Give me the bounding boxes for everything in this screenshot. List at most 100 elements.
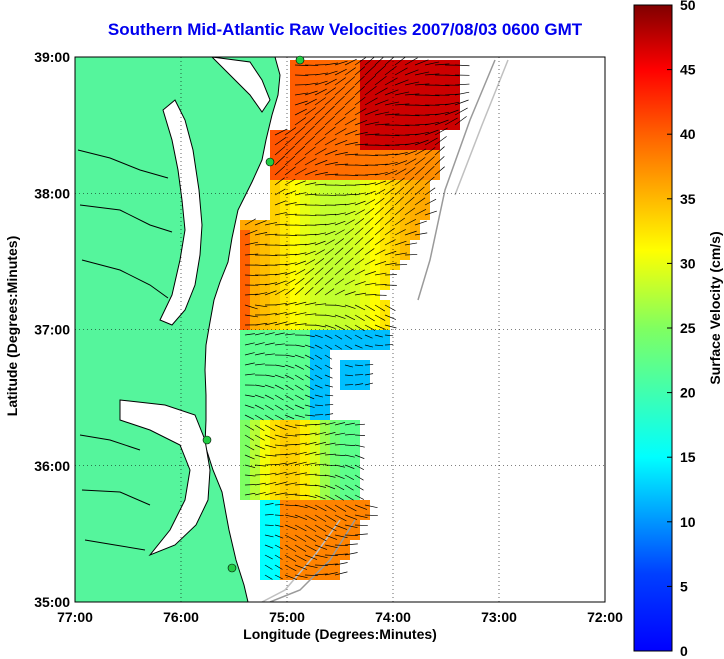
velocity-arrow <box>274 514 284 516</box>
velocity-arrow <box>344 464 355 469</box>
velocity-arrow <box>314 80 328 86</box>
velocity-arrow <box>434 127 448 136</box>
velocity-arrow <box>294 252 307 256</box>
velocity-arrow <box>384 113 400 116</box>
velocity-arrow <box>284 574 298 580</box>
velocity-arrow <box>294 243 307 246</box>
velocity-arrow <box>294 434 308 436</box>
velocity-arrow <box>334 454 346 457</box>
velocity-arrow <box>344 257 354 266</box>
velocity-arrow <box>344 193 357 196</box>
colorbar-tick-label: 20 <box>680 385 696 401</box>
velocity-arrow <box>314 106 326 116</box>
velocity-arrow <box>314 115 325 126</box>
velocity-arrow <box>324 484 336 490</box>
velocity-arrow <box>254 444 266 450</box>
velocity-arrow <box>304 82 319 86</box>
velocity-arrow <box>324 384 333 388</box>
velocity-arrow <box>334 334 343 340</box>
velocity-arrow <box>324 194 337 196</box>
velocity-arrow <box>414 208 427 216</box>
velocity-arrow <box>344 118 357 126</box>
velocity-arrow <box>314 422 327 426</box>
velocity-arrow <box>404 196 415 206</box>
velocity-arrow <box>354 304 366 311</box>
velocity-arrow <box>364 373 374 376</box>
velocity-arrow <box>324 554 338 557</box>
velocity-arrow <box>424 113 440 116</box>
velocity-arrow <box>324 413 334 416</box>
velocity-arrow <box>294 180 306 186</box>
velocity-arrow <box>404 207 416 216</box>
velocity-arrow <box>324 62 339 66</box>
velocity-arrow <box>294 301 307 306</box>
velocity-arrow <box>304 534 317 542</box>
velocity-arrow <box>264 321 278 326</box>
velocity-arrow <box>314 258 325 266</box>
velocity-arrow <box>294 224 307 226</box>
velocity-arrow <box>374 65 387 76</box>
velocity-arrow <box>334 553 348 556</box>
velocity-arrow <box>334 571 348 576</box>
velocity-arrow <box>244 373 255 376</box>
velocity-arrow <box>274 244 288 246</box>
velocity-arrow <box>304 313 317 316</box>
velocity-arrow <box>344 106 356 116</box>
velocity-arrow <box>334 163 349 166</box>
velocity-arrow <box>304 169 318 176</box>
velocity-arrow <box>334 184 347 186</box>
velocity-arrow <box>334 203 347 206</box>
velocity-arrow <box>314 183 327 186</box>
velocity-arrow <box>404 141 420 146</box>
velocity-arrow <box>314 204 327 206</box>
velocity-arrow <box>254 492 266 496</box>
velocity-arrow <box>374 144 390 147</box>
velocity-arrow <box>264 332 275 336</box>
velocity-arrow <box>264 424 276 431</box>
velocity-arrow <box>314 324 327 328</box>
velocity-arrow <box>414 148 427 156</box>
velocity-arrow <box>414 83 430 86</box>
velocity-arrow <box>404 81 420 86</box>
velocity-arrow <box>324 213 337 216</box>
velocity-arrow <box>444 101 460 106</box>
pamlico-sound <box>119 399 211 557</box>
velocity-arrow <box>374 207 384 216</box>
velocity-arrow <box>274 454 287 456</box>
velocity-arrow <box>364 85 377 96</box>
velocity-arrow <box>344 67 356 76</box>
velocity-arrow <box>424 129 439 136</box>
velocity-arrow <box>294 514 308 520</box>
velocity-arrow <box>274 462 287 466</box>
velocity-arrow <box>254 414 264 421</box>
velocity-arrow <box>354 344 363 349</box>
velocity-arrow <box>344 237 354 246</box>
velocity-arrow <box>324 230 336 236</box>
x-tick-label: 76:00 <box>163 609 199 625</box>
velocity-arrow <box>294 126 306 136</box>
velocity-arrow <box>324 222 336 226</box>
velocity-arrow <box>274 492 287 496</box>
velocity-arrow <box>434 119 449 126</box>
velocity-arrow <box>324 267 334 276</box>
velocity-arrow <box>274 503 284 506</box>
velocity-arrow <box>274 128 288 136</box>
velocity-arrow <box>384 262 397 266</box>
velocity-arrow <box>284 364 295 369</box>
velocity-arrow <box>314 564 328 567</box>
velocity-arrow <box>284 213 297 216</box>
velocity-arrow <box>284 178 296 186</box>
velocity-arrow <box>344 129 358 136</box>
velocity-arrow <box>264 394 275 400</box>
velocity-arrow <box>264 282 278 286</box>
velocity-arrow <box>414 197 426 206</box>
velocity-arrow <box>294 192 307 196</box>
y-tick-label: 37:00 <box>34 322 70 338</box>
velocity-arrow <box>374 197 385 206</box>
velocity-arrow <box>354 108 367 116</box>
velocity-arrow <box>334 106 345 116</box>
velocity-arrow <box>274 272 287 276</box>
colorbar <box>633 4 673 652</box>
velocity-arrow <box>244 229 258 236</box>
velocity-arrow <box>284 452 297 456</box>
